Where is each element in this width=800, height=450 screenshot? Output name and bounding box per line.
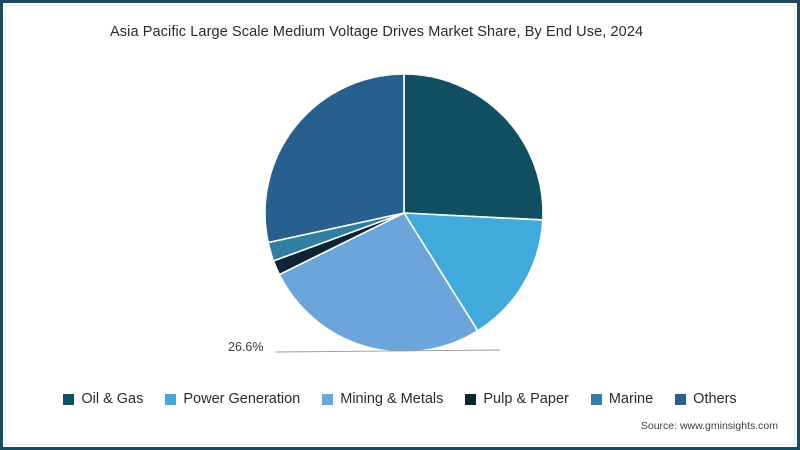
legend-label: Power Generation — [183, 391, 301, 407]
legend-item-power-generation[interactable]: Power Generation — [165, 391, 300, 407]
legend-item-oil-gas[interactable]: Oil & Gas — [63, 391, 143, 407]
legend-item-pulp-paper[interactable]: Pulp & Paper — [465, 391, 569, 407]
source-attribution: Source: www.gminsights.com — [640, 420, 778, 432]
pie-slice-power-generation[interactable] — [403, 212, 544, 332]
legend-swatch-others-icon — [675, 393, 687, 405]
legend-swatch-mining-metals-icon — [322, 393, 334, 405]
pie-slice-others[interactable] — [264, 73, 405, 244]
legend-swatch-power-generation-icon — [165, 393, 177, 405]
pie-data-label-mining-metals: 26.6% — [228, 340, 264, 354]
page-title: Asia Pacific Large Scale Medium Voltage … — [110, 24, 644, 40]
legend-label: Others — [693, 391, 737, 407]
legend-item-marine[interactable]: Marine — [590, 391, 654, 407]
legend-label: Pulp & Paper — [483, 391, 569, 407]
legend-label: Mining & Metals — [340, 391, 444, 407]
chart-legend: Oil & Gas Power Generation Mining & Metals… — [0, 391, 800, 407]
legend-swatch-marine-icon — [590, 393, 602, 405]
pie-label-leader-line — [275, 349, 501, 353]
legend-item-mining-metals[interactable]: Mining & Metals — [322, 391, 443, 407]
legend-item-others[interactable]: Others — [675, 391, 737, 407]
legend-swatch-oil-gas-icon — [63, 393, 75, 405]
pie-slice-mining-metals[interactable] — [278, 212, 479, 353]
legend-label: Oil & Gas — [81, 391, 144, 407]
legend-label: Marine — [608, 391, 654, 407]
pie-slice-oil-gas[interactable] — [403, 73, 544, 221]
legend-swatch-pulp-paper-icon — [465, 393, 477, 405]
